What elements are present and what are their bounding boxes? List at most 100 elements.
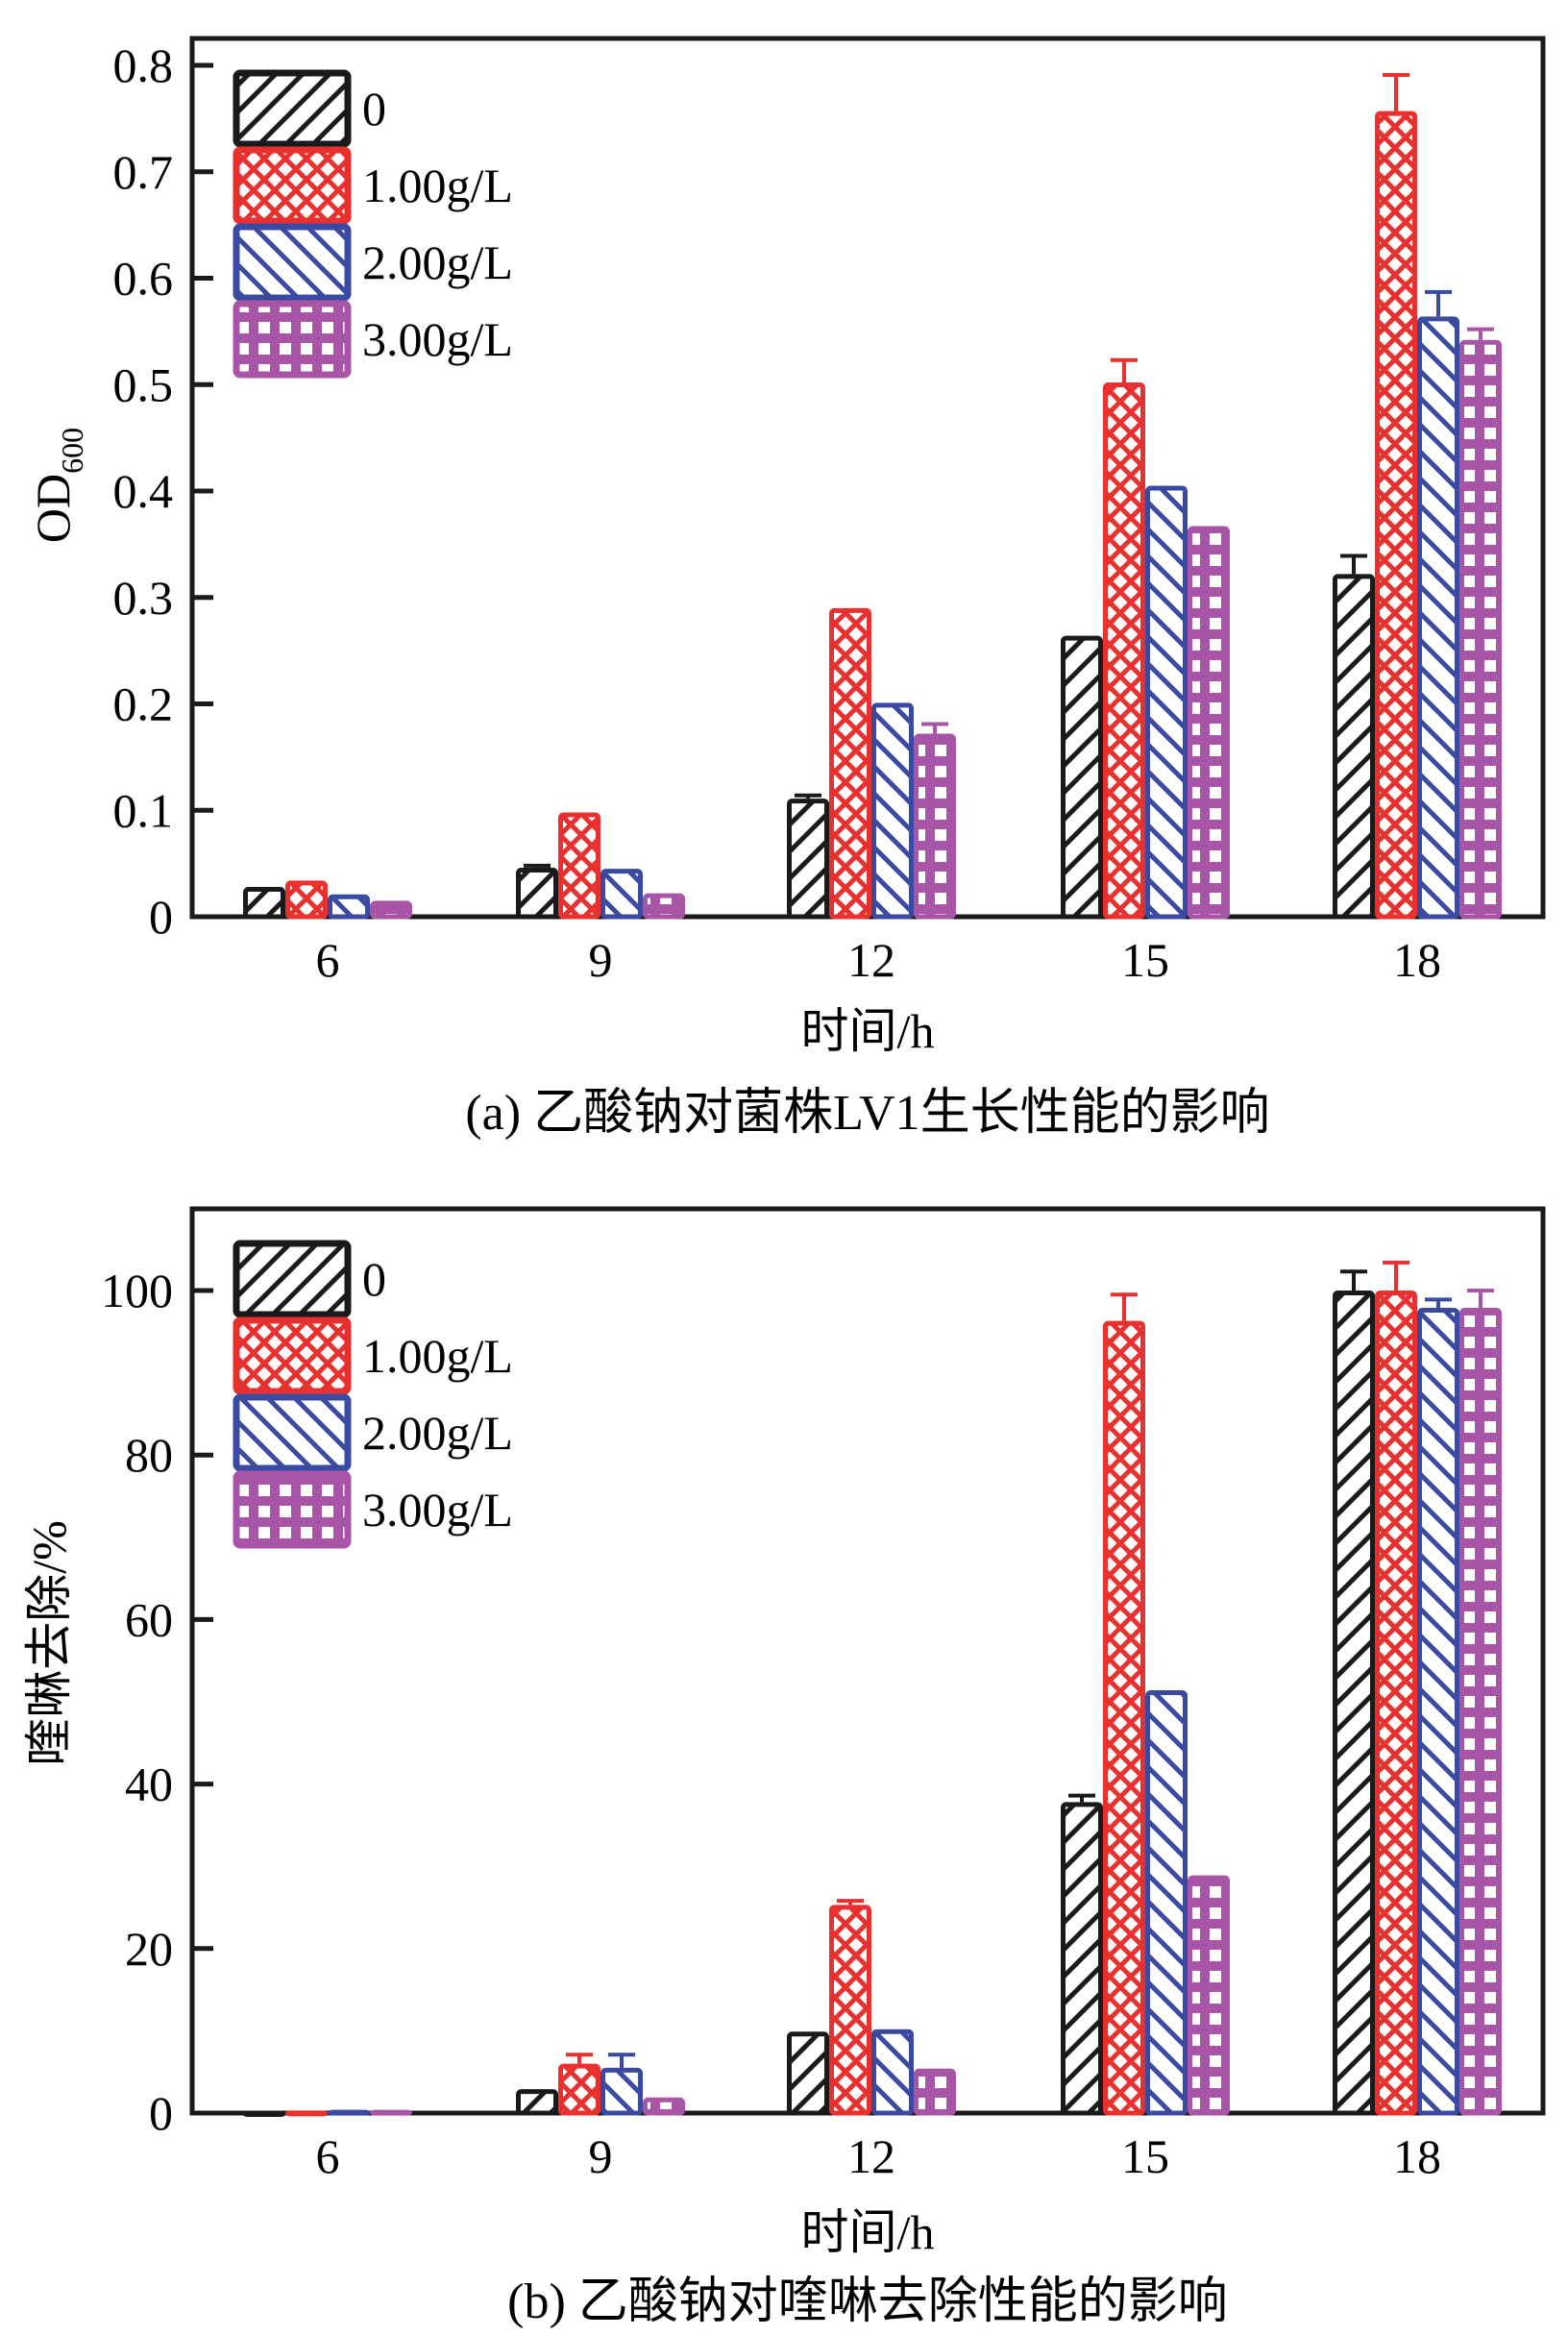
bar-0-9 bbox=[516, 2089, 558, 2116]
bar bbox=[1333, 1291, 1375, 2116]
y-tick-label: 0.5 bbox=[113, 357, 174, 411]
legend: 0 1.00g/L 2.00g/L 3.00g/L bbox=[233, 69, 513, 379]
bar bbox=[871, 2029, 914, 2116]
bar bbox=[1417, 316, 1459, 920]
x-axis-title: 时间/h bbox=[801, 1004, 935, 1058]
legend-label: 0 bbox=[362, 82, 386, 135]
legend-item: 1.00g/L bbox=[233, 1316, 513, 1395]
legend-item: 3.00g/L bbox=[233, 1470, 513, 1549]
panel-caption: (a) 乙酸钠对菌株LV1生长性能的影响 bbox=[465, 1086, 1269, 1141]
bar bbox=[558, 2063, 600, 2116]
bar-2.00g/L-6 bbox=[328, 2109, 370, 2116]
legend-item: 3.00g/L bbox=[233, 300, 513, 379]
y-tick-label: 80 bbox=[125, 1428, 173, 1482]
legend-label: 1.00g/L bbox=[362, 1329, 513, 1383]
bar bbox=[1103, 1320, 1145, 2116]
bar-0-12 bbox=[787, 793, 829, 920]
bar-3.00g/L-18 bbox=[1459, 1289, 1502, 2116]
y-tick-label: 40 bbox=[125, 1758, 173, 1811]
bar bbox=[285, 2110, 328, 2117]
panel-b-removal-chart: 0 20 40 60 80 100 6 9 12 15 18 0 1.00g/L 2.00g/L 3.0… bbox=[22, 1206, 1546, 2329]
bar-2.00g/L-15 bbox=[1145, 1690, 1188, 2116]
bar-2.00g/L-9 bbox=[600, 869, 643, 920]
bar bbox=[1061, 1802, 1103, 2116]
bar-3.00g/L-9 bbox=[643, 893, 685, 920]
x-tick-label: 6 bbox=[316, 933, 340, 987]
bar bbox=[829, 1905, 871, 2116]
y-tick-label: 0 bbox=[149, 890, 173, 944]
bar-3.00g/L-15 bbox=[1188, 526, 1230, 920]
x-tick-label: 18 bbox=[1393, 2129, 1441, 2183]
y-tick-label: 20 bbox=[125, 1922, 173, 1976]
bar-1.00g/L-15 bbox=[1103, 357, 1145, 920]
bar-0-6 bbox=[243, 2111, 285, 2117]
panel-a-growth-chart: 0 0.1 0.2 0.3 0.4 0.5 0.6 0.7 0.8 6 9 12 15 18 0 1.00… bbox=[26, 36, 1546, 1141]
bar bbox=[1188, 526, 1230, 920]
bar bbox=[600, 2067, 643, 2116]
legend-item: 2.00g/L bbox=[233, 223, 513, 302]
bar-2.00g/L-18 bbox=[1417, 289, 1459, 920]
bar bbox=[600, 869, 643, 920]
y-tick-label: 0.6 bbox=[113, 252, 174, 306]
legend: 0 1.00g/L 2.00g/L 3.00g/L bbox=[233, 1240, 513, 1549]
bar bbox=[1145, 1690, 1188, 2116]
bar-3.00g/L-18 bbox=[1459, 327, 1502, 920]
bar-3.00g/L-6 bbox=[370, 2109, 412, 2116]
legend-swatch bbox=[233, 1470, 352, 1549]
legend-item: 0 bbox=[233, 1240, 386, 1318]
bar bbox=[370, 900, 412, 920]
bar-2.00g/L-15 bbox=[1145, 485, 1188, 920]
legend-swatch bbox=[233, 69, 352, 148]
bar bbox=[1375, 111, 1417, 920]
bar-1.00g/L-9 bbox=[558, 812, 600, 920]
legend-label: 0 bbox=[362, 1252, 386, 1306]
x-tick-label: 18 bbox=[1393, 933, 1441, 987]
y-tick-label: 60 bbox=[125, 1592, 173, 1646]
bar-0-9 bbox=[516, 863, 558, 920]
x-axis-ticks: 6 9 12 15 18 bbox=[316, 2129, 1442, 2183]
bar bbox=[914, 733, 956, 920]
bar-1.00g/L-18 bbox=[1375, 1260, 1417, 2116]
bar bbox=[558, 812, 600, 920]
bar bbox=[643, 893, 685, 920]
bar-0-18 bbox=[1333, 553, 1375, 920]
y-tick-label: 0.7 bbox=[113, 145, 174, 199]
x-tick-label: 9 bbox=[589, 2129, 613, 2183]
bar-2.00g/L-12 bbox=[871, 2029, 914, 2116]
y-tick-label: 0.1 bbox=[113, 783, 174, 837]
bar-3.00g/L-6 bbox=[370, 900, 412, 920]
bar bbox=[516, 2089, 558, 2116]
bars bbox=[243, 72, 1502, 920]
bar-3.00g/L-15 bbox=[1188, 1875, 1230, 2116]
legend-label: 3.00g/L bbox=[362, 1483, 513, 1537]
bar bbox=[1145, 485, 1188, 920]
bar-3.00g/L-12 bbox=[914, 722, 956, 920]
x-tick-label: 9 bbox=[589, 933, 613, 987]
bar-0-18 bbox=[1333, 1269, 1375, 2116]
bar bbox=[829, 607, 871, 920]
bar-3.00g/L-12 bbox=[914, 2068, 956, 2116]
legend-label: 2.00g/L bbox=[362, 235, 513, 289]
legend-swatch bbox=[233, 1240, 352, 1318]
x-tick-label: 12 bbox=[847, 933, 895, 987]
bar bbox=[914, 2068, 956, 2116]
bar bbox=[1333, 574, 1375, 920]
bar-0-15 bbox=[1061, 1793, 1103, 2116]
bar-2.00g/L-9 bbox=[600, 2053, 643, 2116]
legend-swatch bbox=[233, 300, 352, 379]
bar bbox=[787, 2031, 829, 2116]
bar bbox=[1061, 635, 1103, 920]
x-tick-label: 6 bbox=[316, 2129, 340, 2183]
legend-swatch bbox=[233, 1393, 352, 1472]
bars bbox=[243, 1260, 1502, 2117]
bar bbox=[787, 799, 829, 920]
bar bbox=[1103, 382, 1145, 920]
y-axis-ticks: 0 20 40 60 80 100 bbox=[101, 1264, 213, 2140]
bar-1.00g/L-12 bbox=[829, 1899, 871, 2116]
bar bbox=[1375, 1291, 1417, 2116]
bar-1.00g/L-12 bbox=[829, 607, 871, 920]
legend-swatch bbox=[233, 146, 352, 225]
bar bbox=[328, 894, 370, 920]
y-tick-label: 100 bbox=[101, 1264, 173, 1317]
